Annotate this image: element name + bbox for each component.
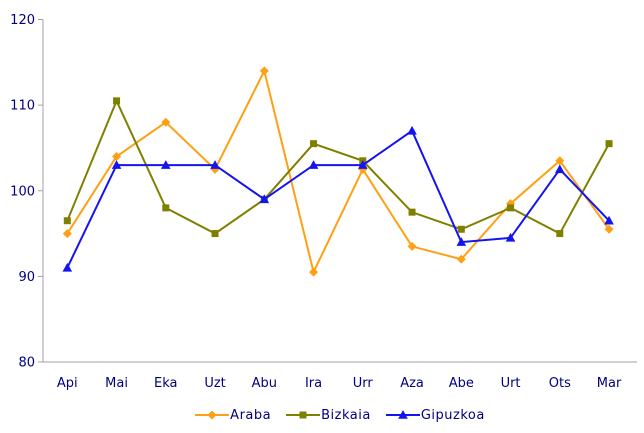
x-category-label: Mar: [597, 376, 622, 391]
triangle-marker: [308, 160, 319, 169]
square-marker: [605, 140, 613, 148]
series-line-araba: [66, 67, 610, 276]
diamond-marker: [259, 66, 269, 76]
x-category-label: Urt: [501, 376, 521, 391]
series-line-gipuzkoa: [66, 129, 610, 269]
series-bizkaia: [63, 97, 613, 238]
diamond-marker: [407, 241, 417, 251]
legend-label: Araba: [230, 407, 272, 423]
series-gipuzkoa: [62, 125, 614, 272]
triangle-marker: [398, 410, 408, 419]
square-marker: [507, 204, 515, 212]
x-category-label: Mai: [105, 376, 128, 391]
diamond-marker: [207, 410, 217, 420]
legend-item-gipuzkoa: Gipuzkoa: [385, 407, 485, 423]
x-category-label: Api: [57, 376, 78, 391]
square-marker: [457, 225, 465, 233]
legend-key-triangle-icon: [385, 410, 420, 419]
triangle-marker: [62, 262, 73, 272]
square-marker: [299, 411, 307, 419]
diamond-marker: [112, 152, 122, 161]
x-category-label: Abu: [252, 376, 277, 391]
square-marker: [113, 97, 121, 105]
legend-label: Bizkaia: [321, 407, 371, 423]
x-category-label: Eka: [154, 376, 177, 391]
triangle-marker: [259, 194, 270, 204]
diamond-marker: [309, 267, 319, 277]
triangle-marker: [161, 160, 171, 169]
triangle-marker: [456, 237, 467, 246]
x-category-label: Ira: [305, 376, 322, 391]
series-araba: [62, 66, 614, 277]
square-marker: [310, 140, 318, 148]
x-category-label: Uzt: [204, 376, 225, 391]
x-category-label: Urr: [353, 376, 374, 391]
triangle-marker: [111, 160, 122, 169]
legend-item-bizkaia: Bizkaia: [286, 408, 371, 423]
square-marker: [63, 217, 71, 225]
triangle-marker: [407, 125, 417, 135]
triangle-marker: [555, 164, 565, 174]
x-category-label: Abe: [449, 376, 474, 391]
y-tick-label: 80: [18, 356, 35, 371]
legend: Araba Bizkaia Gipuzkoa: [43, 404, 637, 426]
triangle-marker: [505, 232, 516, 242]
y-tick-label: 110: [10, 99, 35, 114]
triangle-marker: [358, 160, 368, 169]
diamond-marker: [604, 224, 614, 234]
legend-key-square-icon: [286, 411, 321, 419]
square-marker: [211, 230, 219, 238]
square-marker: [408, 208, 416, 216]
diamond-marker: [62, 229, 72, 239]
square-marker: [556, 230, 564, 238]
x-category-label: Ots: [549, 376, 571, 391]
legend-key-diamond-icon: [195, 410, 230, 420]
legend-item-araba: Araba: [195, 408, 271, 423]
series-line-bizkaia: [66, 98, 610, 235]
square-marker: [162, 204, 170, 212]
y-tick-label: 90: [18, 270, 35, 285]
legend-label: Gipuzkoa: [420, 407, 485, 423]
diamond-marker: [161, 117, 171, 127]
triangle-marker: [604, 215, 614, 225]
diamond-marker: [456, 254, 466, 264]
y-tick-label: 100: [10, 184, 35, 199]
y-tick-label: 120: [10, 13, 35, 28]
x-category-label: Aza: [400, 376, 424, 391]
diamond-marker: [555, 156, 565, 166]
triangle-marker: [210, 160, 220, 169]
